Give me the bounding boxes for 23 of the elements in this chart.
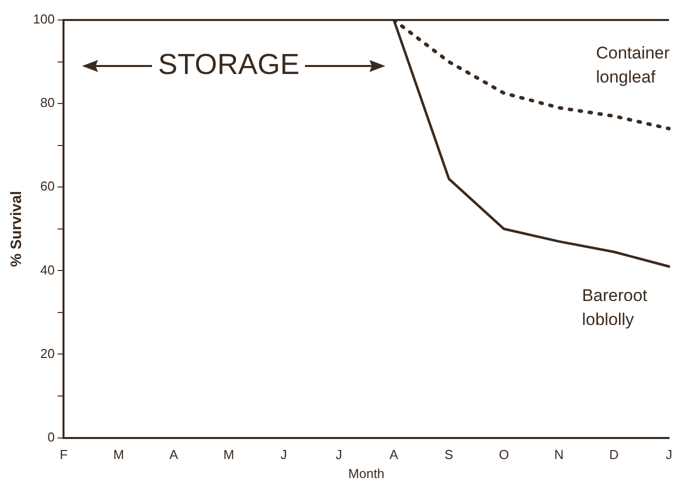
annotation: STORAGE — [158, 48, 300, 81]
y-tick-label: 60 — [40, 178, 55, 194]
x-tick-label: D — [609, 447, 619, 462]
series-label: Container longleaf — [596, 43, 670, 86]
x-tick-label: F — [60, 447, 68, 462]
x-tick-label: O — [498, 447, 509, 462]
x-tick-label: A — [169, 447, 178, 462]
y-tick-label: 100 — [32, 12, 55, 27]
x-tick-label: J — [336, 447, 342, 462]
x-axis-title: Month — [348, 466, 384, 481]
y-tick-label: 20 — [40, 346, 55, 361]
x-tick-label: A — [390, 447, 399, 462]
series-label: Bareroot loblolly — [582, 286, 648, 330]
x-tick-label: J — [666, 447, 672, 462]
y-tick-label: 80 — [40, 95, 55, 110]
x-tick-label: S — [444, 447, 454, 462]
y-axis-title: % Survival — [8, 190, 26, 267]
x-tick-label: M — [223, 447, 234, 462]
x-tick-label: M — [113, 447, 124, 462]
y-tick-label: 0 — [47, 429, 55, 444]
x-tick-label: J — [280, 447, 288, 462]
y-tick-label: 40 — [40, 262, 55, 278]
x-tick-label: N — [554, 447, 564, 462]
